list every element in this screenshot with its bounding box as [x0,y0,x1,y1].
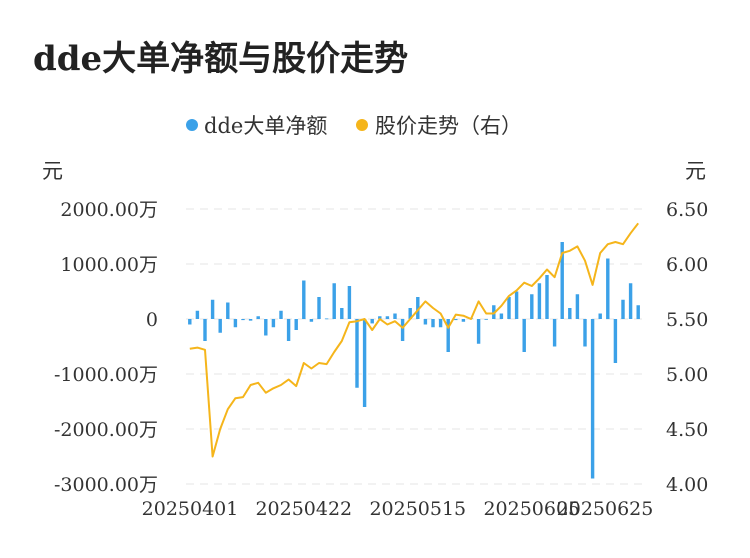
right-tick-label: 5.50 [666,309,708,331]
dde-bar [499,313,504,319]
dde-bar [606,258,610,319]
left-tick-label: 2000.00万 [60,199,158,221]
dde-bar [568,308,572,319]
dde-bar [636,305,640,319]
right-tick-label: 4.50 [666,419,708,441]
dde-bar [431,319,435,328]
dde-bar [416,297,420,319]
price-line-group [189,222,639,458]
dde-bar [583,319,587,347]
dde-bar [347,286,352,319]
dde-bar [271,319,276,328]
dde-bar [628,283,633,319]
dde-bar [195,310,200,319]
left-tick-label: 1000.00万 [60,254,158,276]
dde-bar [233,319,238,328]
right-axis-unit: 元 [685,159,706,183]
dde-bar [446,319,450,352]
dde-bar [613,319,618,363]
dde-bar [461,319,466,322]
dde-bar [294,319,298,330]
right-axis-ticks: 6.50 6.00 5.50 5.00 4.50 4.00 [666,199,708,496]
left-axis-ticks: 2000.00万 1000.00万 0 -1000.00万 -2000.00万 -3000… [54,199,158,496]
dde-bar [210,299,215,319]
dde-bar [378,316,382,319]
dde-bar [507,297,511,319]
dde-bar [530,294,534,319]
dde-bar [309,319,314,322]
dde-bar [590,319,595,479]
dde-bar [552,319,557,347]
chart-title: dde大单净额与股价走势 [33,39,408,79]
dde-bar [324,318,329,320]
left-tick-label: -2000.00万 [54,419,158,441]
dde-bar [408,308,412,319]
dde-bar [355,319,359,388]
dde-bar [241,319,245,321]
dde-bar [203,319,207,341]
dde-bar [476,319,481,344]
legend-dot-dde [186,119,198,131]
dde-bar [279,310,283,319]
legend-dot-price [356,119,368,131]
dde-bar [317,297,321,319]
dde-bar [332,283,336,319]
right-tick-label: 5.00 [666,364,708,386]
dde-bar [575,294,580,319]
dde-bar [302,280,306,319]
dde-bar [537,283,542,319]
dde-bar [522,319,526,352]
dde-bar [393,313,397,319]
dde-bar [438,319,443,328]
x-tick-label: 20250422 [255,498,352,520]
left-tick-label: -1000.00万 [54,364,158,386]
right-tick-label: 6.00 [666,254,708,276]
legend-label-price: 股价走势（右） [375,114,522,138]
left-axis-unit: 元 [42,159,63,183]
dde-bar [598,313,602,319]
dde-bar [454,319,458,321]
dde-bar [545,275,549,319]
right-tick-label: 6.50 [666,199,708,221]
legend: dde大单净额 股价走势（右） [186,114,522,138]
dde-bar [248,319,253,321]
dde-bar [400,319,405,341]
x-tick-label: 20250401 [142,498,239,520]
left-tick-label: -3000.00万 [54,474,158,496]
dde-bar [340,308,344,319]
dde-bar [188,319,192,325]
dde-bar [370,319,374,324]
dde-bar [423,319,428,325]
x-tick-label: 20250605 [483,498,580,520]
dde-bar [226,302,230,319]
dde-bar [218,319,222,333]
right-tick-label: 4.00 [666,474,708,496]
grid-lines [186,208,642,485]
dde-bar [484,319,488,320]
dde-bar [621,299,625,319]
dde-bars [188,242,640,479]
dde-bar [256,316,260,319]
x-tick-label: 20250625 [557,498,654,520]
dde-bar [560,242,564,319]
legend-label-dde: dde大单净额 [204,114,327,138]
dde-bar [362,319,367,407]
price-line [189,222,639,458]
dde-bar [385,316,390,319]
left-tick-label: 0 [146,309,158,331]
dde-bar [514,291,519,319]
dde-bar [264,319,268,336]
dde-bar [286,319,291,341]
x-tick-label: 20250515 [369,498,466,520]
